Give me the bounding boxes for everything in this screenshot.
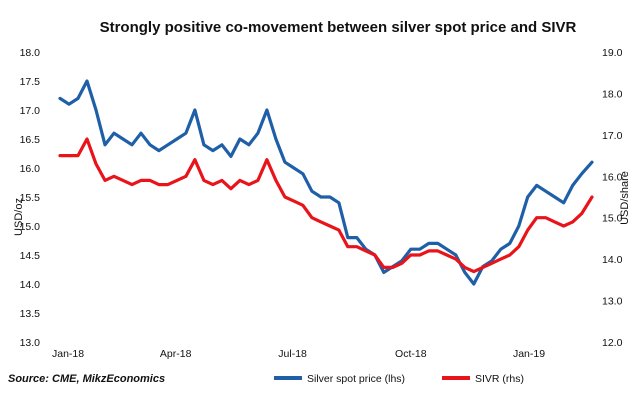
left-tick-label: 13.0	[20, 337, 41, 349]
legend: Silver spot price (lhs) SIVR (rhs)	[274, 373, 524, 385]
right-axis-label: USD/share	[619, 171, 631, 225]
right-tick-label: 15.0	[602, 213, 623, 225]
chart-title: Strongly positive co-movement between si…	[100, 19, 577, 36]
x-tick-label: Jul-18	[278, 348, 307, 360]
x-tick-label: Jan-18	[52, 348, 84, 360]
right-tick-label: 12.0	[602, 337, 623, 349]
x-tick-label: Apr-18	[160, 348, 192, 360]
left-tick-label: 14.0	[20, 279, 41, 291]
right-tick-label: 13.0	[602, 296, 623, 308]
left-axis-ticks: 18.0 17.5 17.0 16.5 16.0 15.5 15.0 14.5 14.0 13.5…	[20, 47, 41, 349]
left-tick-label: 16.5	[20, 134, 41, 146]
sivr-line	[58, 137, 594, 274]
left-tick-label: 17.5	[20, 76, 41, 88]
plot-area	[58, 79, 594, 286]
right-tick-label: 17.0	[602, 130, 623, 142]
left-axis-label: USD/oz	[13, 198, 25, 236]
left-tick-label: 15.0	[20, 221, 41, 233]
legend-label-sivr: SIVR (rhs)	[475, 373, 524, 385]
x-tick-label: Oct-18	[395, 348, 427, 360]
right-tick-label: 18.0	[602, 88, 623, 100]
right-tick-label: 16.0	[602, 171, 623, 183]
left-tick-label: 18.0	[20, 47, 41, 59]
left-tick-label: 16.0	[20, 163, 41, 175]
source-note: Source: CME, MikzEconomics	[8, 373, 165, 385]
right-axis-ticks: 19.0 18.0 17.0 16.0 15.0 14.0 13.0 12.0	[602, 47, 623, 349]
x-tick-label: Jan-19	[513, 348, 545, 360]
legend-label-silver: Silver spot price (lhs)	[307, 373, 405, 385]
left-tick-label: 17.0	[20, 105, 41, 117]
x-axis-ticks: Jan-18 Apr-18 Jul-18 Oct-18 Jan-19	[52, 348, 545, 360]
right-tick-label: 19.0	[602, 47, 623, 59]
silver-spot-price-line	[58, 79, 594, 286]
left-tick-label: 13.5	[20, 308, 41, 320]
left-tick-label: 15.5	[20, 192, 41, 204]
left-tick-label: 14.5	[20, 250, 41, 262]
right-tick-label: 14.0	[602, 254, 623, 266]
